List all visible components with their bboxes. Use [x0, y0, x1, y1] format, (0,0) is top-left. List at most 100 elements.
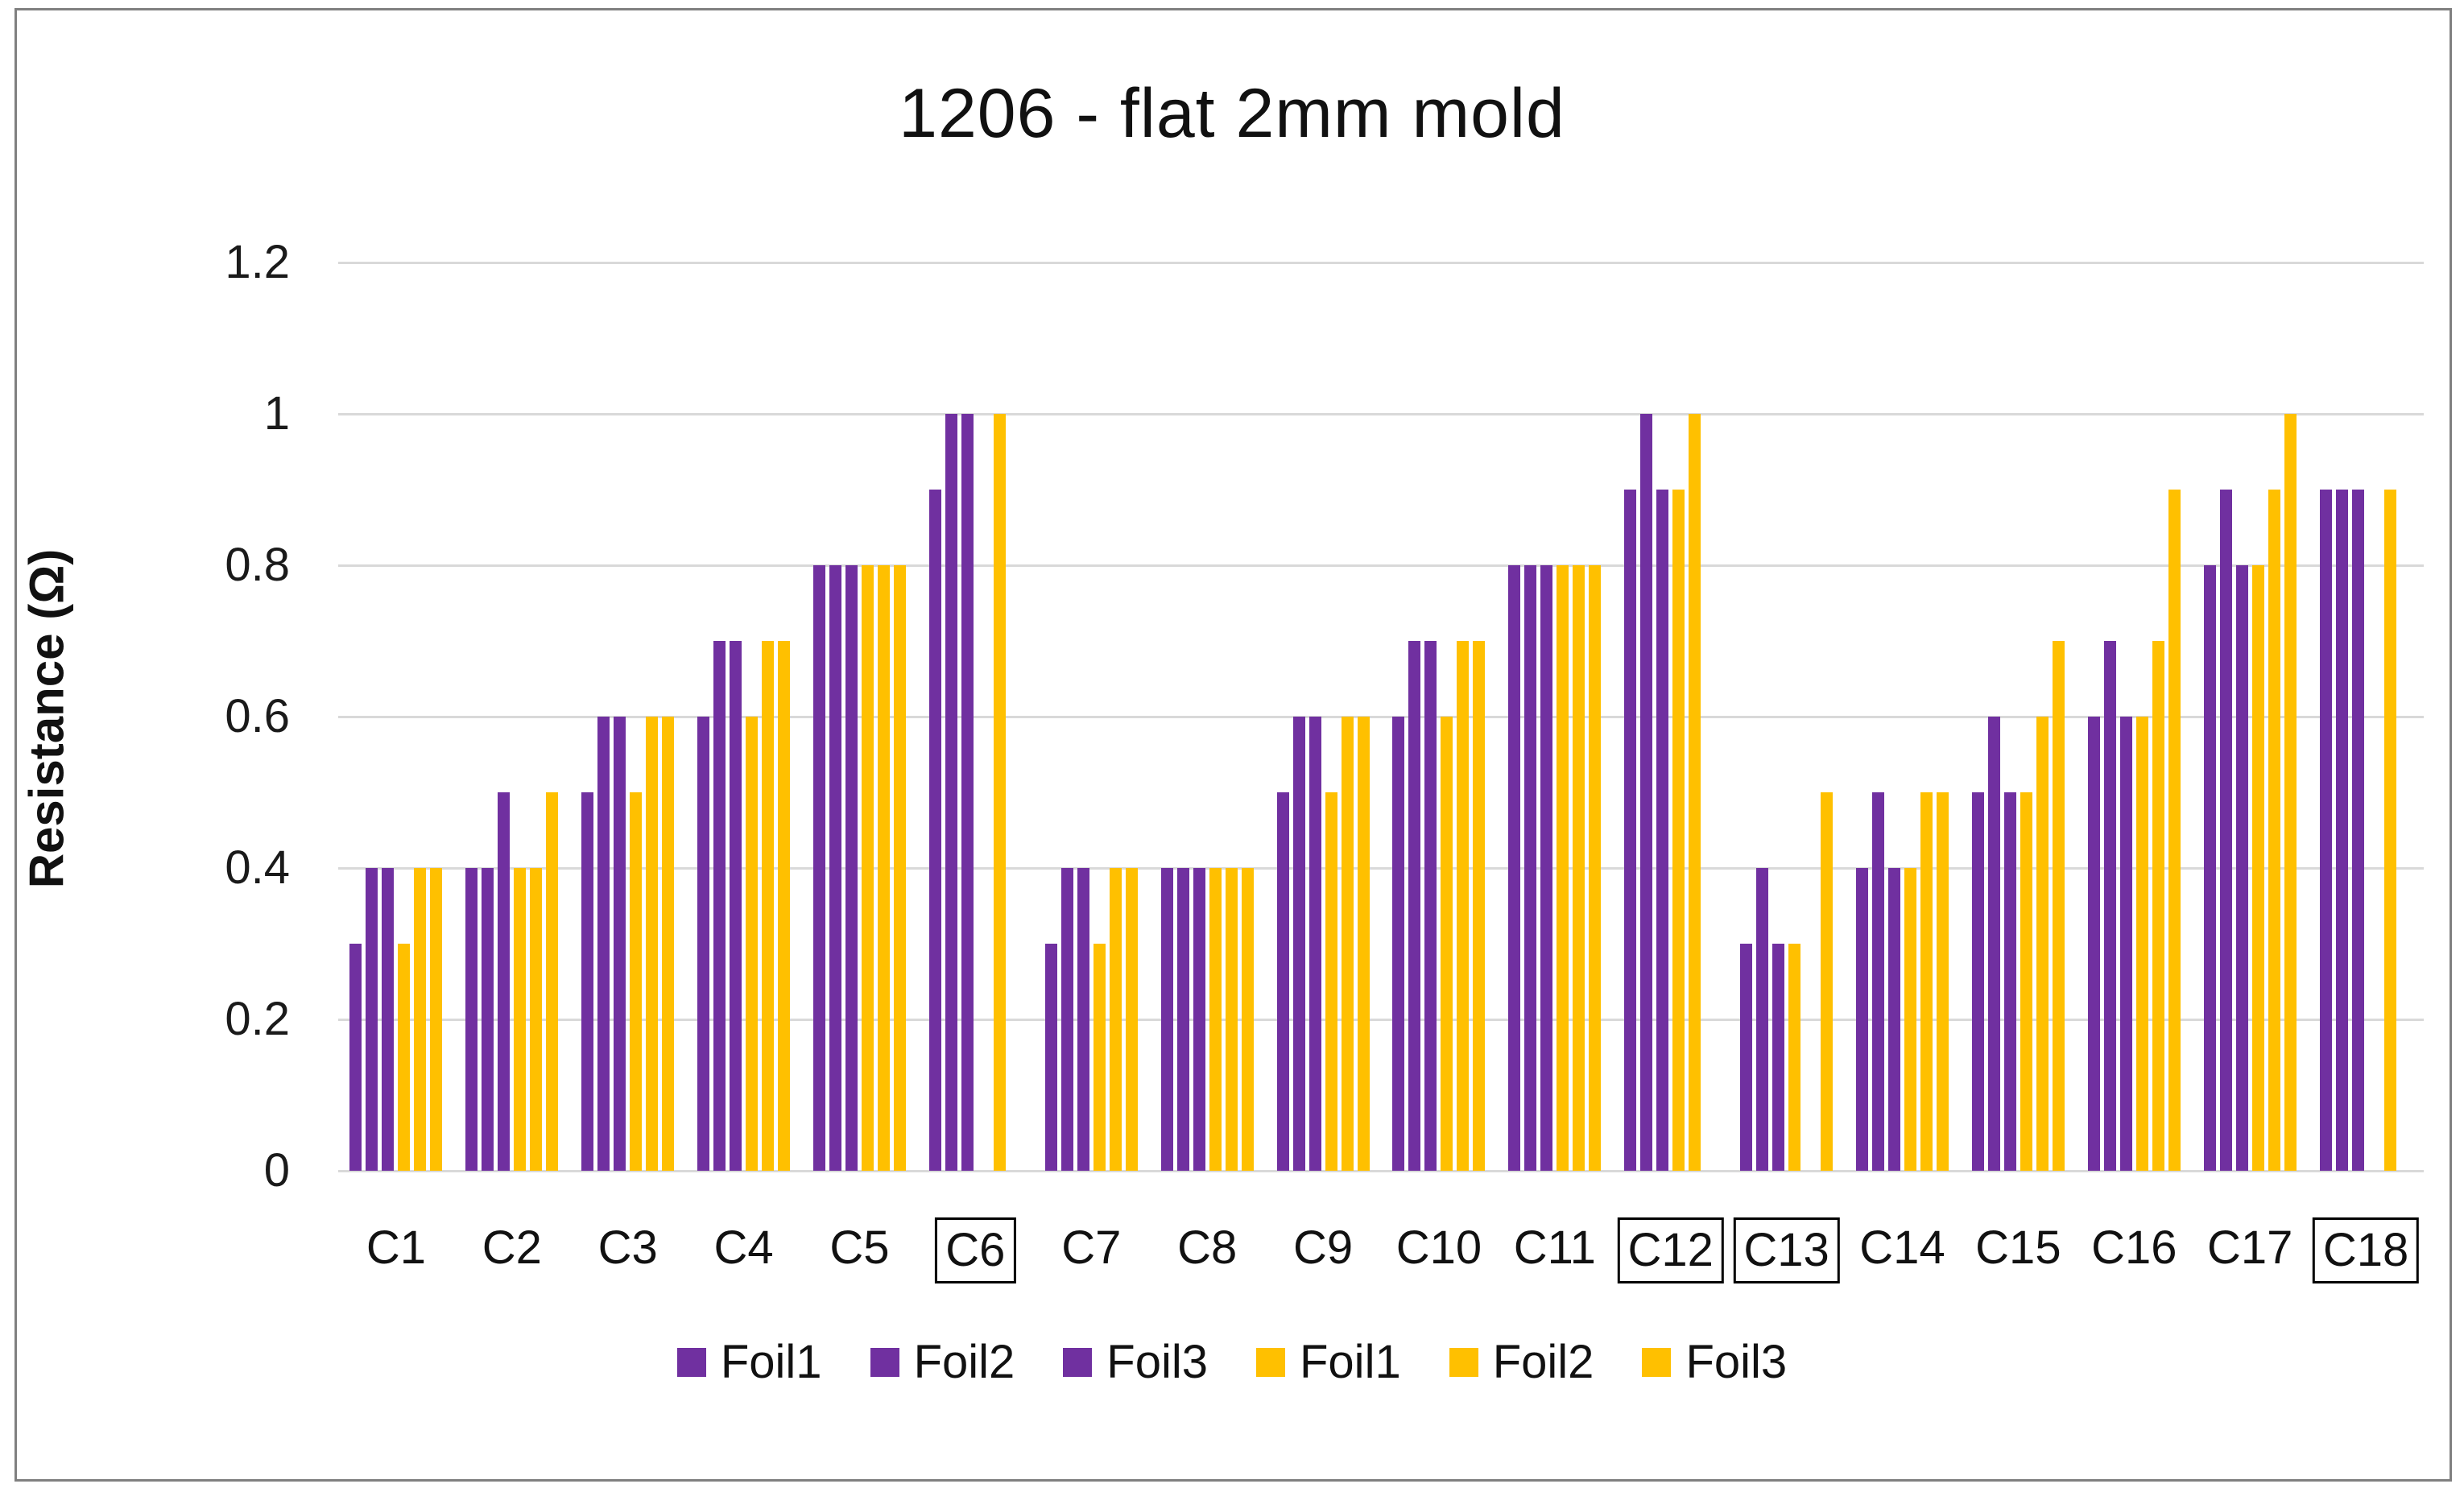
bar-c13-foil1 — [1788, 944, 1801, 1171]
bar-slot — [2219, 490, 2232, 1171]
bar-slot — [1856, 868, 1869, 1171]
bar-slot — [382, 868, 395, 1171]
bar-c16-foil3 — [2119, 717, 2132, 1171]
bar-c5-foil2 — [878, 565, 890, 1171]
bar-group-c9 — [1265, 262, 1381, 1171]
bar-c8-foil1 — [1160, 868, 1173, 1171]
y-tick-label: 0.2 — [225, 993, 290, 1045]
bar-c14-foil1 — [1904, 868, 1917, 1171]
gridline — [338, 866, 2424, 870]
bar-c12-foil3 — [1656, 490, 1669, 1171]
bar-c15-foil1 — [1971, 792, 1984, 1171]
legend-label: Foil3 — [1685, 1336, 1788, 1388]
bar-c9-foil1 — [1276, 792, 1289, 1171]
legend-item-foil1: Foil1 — [1256, 1335, 1401, 1389]
bar-slot — [1589, 565, 1602, 1171]
bar-c3-foil3 — [662, 717, 675, 1171]
bar-c6-foil3 — [961, 414, 974, 1171]
bar-slot — [1225, 868, 1238, 1171]
bar-c4-foil3 — [778, 641, 791, 1171]
bar-slot — [894, 565, 906, 1171]
bar-c11-foil3 — [1589, 565, 1602, 1171]
bar-c17-foil1 — [2251, 565, 2264, 1171]
x-label-c2: C2 — [482, 1221, 542, 1274]
bar-slot — [1292, 717, 1305, 1171]
x-label-c17: C17 — [2206, 1221, 2293, 1274]
bar-slot — [1193, 868, 1205, 1171]
bar-slot — [1971, 792, 1984, 1171]
bar-slot — [2135, 717, 2148, 1171]
y-tick-label: 0.4 — [225, 841, 290, 894]
bar-slot — [1788, 944, 1801, 1171]
bar-group-c13 — [1729, 262, 1845, 1171]
bar-c15-foil3 — [2003, 792, 2016, 1171]
bar-group-c15 — [1960, 262, 2076, 1171]
bar-c1-foil2 — [414, 868, 427, 1171]
y-tick-label: 0.6 — [225, 690, 290, 742]
bar-slot — [961, 414, 974, 1171]
bar-c5-foil3 — [894, 565, 906, 1171]
bar-c1-foil3 — [382, 868, 395, 1171]
bar-slot — [1624, 490, 1637, 1171]
legend-item-foil3: Foil3 — [1063, 1335, 1208, 1389]
bar-c4-foil2 — [762, 641, 775, 1171]
bar-group-c8 — [1149, 262, 1265, 1171]
x-label-c8: C8 — [1177, 1221, 1238, 1274]
bar-group-c12 — [1613, 262, 1729, 1171]
bar-slot — [1241, 868, 1254, 1171]
legend-item-foil2: Foil2 — [1449, 1335, 1594, 1389]
bar-c16-foil1 — [2087, 717, 2100, 1171]
x-label-c16: C16 — [2091, 1221, 2177, 1274]
x-label-c3: C3 — [597, 1221, 658, 1274]
bar-slot — [1557, 565, 1569, 1171]
x-label-c15: C15 — [1975, 1221, 2061, 1274]
bar-slot — [1872, 792, 1885, 1171]
bar-c7-foil2 — [1109, 868, 1122, 1171]
x-label-c6: C6 — [935, 1217, 1016, 1283]
bar-slot — [1904, 868, 1917, 1171]
legend-swatch — [676, 1347, 706, 1377]
bar-group-c3 — [570, 262, 686, 1171]
bar-slot — [928, 490, 941, 1171]
x-label-c13: C13 — [1733, 1217, 1840, 1283]
legend-swatch — [1642, 1347, 1672, 1377]
gridline — [338, 1018, 2424, 1021]
bar-slot — [778, 641, 791, 1171]
bar-c14-foil3 — [1888, 868, 1901, 1171]
gridline — [338, 261, 2424, 264]
bar-slot — [2319, 490, 2332, 1171]
legend-label: Foil2 — [913, 1336, 1015, 1388]
bar-slot — [1888, 868, 1901, 1171]
bar-slot — [349, 944, 362, 1171]
bar-c5-foil3 — [845, 565, 858, 1171]
bar-c2-foil1 — [514, 868, 527, 1171]
legend-item-foil3: Foil3 — [1642, 1335, 1787, 1389]
bar-slot — [2087, 717, 2100, 1171]
bar-group-c17 — [2192, 262, 2308, 1171]
x-label-c12: C12 — [1617, 1217, 1724, 1283]
bar-slot — [1756, 868, 1769, 1171]
x-label-c5: C5 — [829, 1221, 890, 1274]
bar-slot — [465, 868, 478, 1171]
y-axis-title: Resistance (Ω) — [19, 548, 74, 889]
bar-c10-foil1 — [1441, 717, 1453, 1171]
bar-slot — [845, 565, 858, 1171]
bar-c18-foil2 — [2383, 490, 2396, 1171]
legend: Foil1 Foil2 Foil3 Foil1 Foil2 Foil3 — [0, 1335, 2464, 1389]
bar-slot — [1640, 414, 1653, 1171]
bar-c13-foil3 — [1821, 792, 1834, 1171]
bar-slot — [1457, 641, 1470, 1171]
x-axis-labels: C1 C2 C3 C4 C5 C6 C7 C8 C9 C10 C11 C12 C13 C14 C15 C16 C… — [338, 1217, 2424, 1298]
bar-c16-foil1 — [2135, 717, 2148, 1171]
y-tick-label: 0 — [263, 1144, 290, 1197]
bar-slot — [1060, 868, 1073, 1171]
bar-c11-foil2 — [1573, 565, 1585, 1171]
bar-slot — [2383, 490, 2396, 1171]
bar-c8-foil3 — [1193, 868, 1205, 1171]
bar-slot — [2203, 565, 2216, 1171]
bar-slot — [614, 717, 626, 1171]
bar-slot — [1276, 792, 1289, 1171]
bar-slot — [2020, 792, 2032, 1171]
bar-c9-foil1 — [1325, 792, 1337, 1171]
bar-c7-foil1 — [1093, 944, 1106, 1171]
